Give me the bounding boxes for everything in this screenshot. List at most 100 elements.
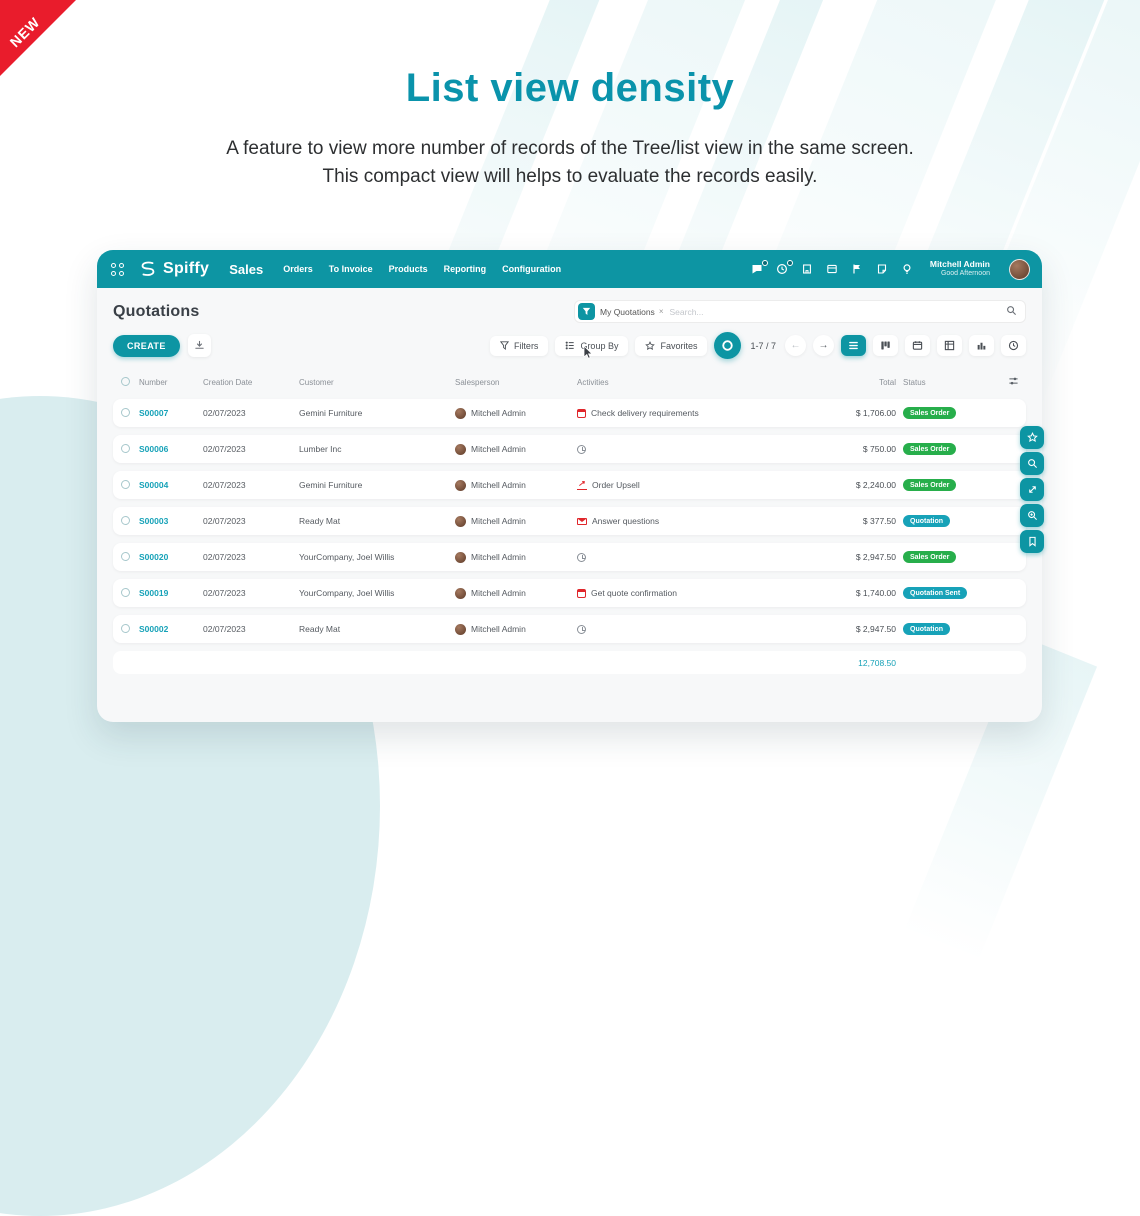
apps-grid-icon[interactable] — [111, 262, 124, 276]
kanban-view-button[interactable] — [873, 335, 898, 356]
graph-view-button[interactable] — [969, 335, 994, 356]
row-customer: YourCompany, Joel Willis — [299, 588, 395, 598]
row-salesperson: Mitchell Admin — [455, 551, 577, 563]
search-bar[interactable]: My Quotations × — [574, 300, 1026, 323]
col-activities[interactable]: Activities — [577, 377, 609, 387]
user-name: Mitchell Admin — [929, 259, 990, 270]
menu-products[interactable]: Products — [388, 264, 428, 274]
note-icon[interactable] — [876, 263, 889, 276]
facet-remove-icon[interactable]: × — [658, 307, 664, 316]
row-activity[interactable]: Check delivery requirements — [577, 408, 800, 418]
select-all-circle[interactable] — [121, 376, 130, 386]
row-salesperson: Mitchell Admin — [455, 443, 577, 455]
status-badge: Sales Order — [903, 551, 957, 564]
column-settings-icon[interactable] — [1002, 376, 1024, 388]
resize-side-button[interactable] — [1020, 478, 1044, 501]
activity-icon — [577, 479, 587, 490]
brand[interactable]: Spiffy — [138, 259, 209, 279]
salesperson-avatar — [455, 407, 466, 419]
row-number[interactable]: S00007 — [139, 408, 169, 418]
table-row[interactable]: S00002 02/07/2023 Ready Mat Mitchell Adm… — [113, 615, 1026, 643]
favorite-side-button[interactable] — [1020, 426, 1044, 449]
table-row[interactable]: S00003 02/07/2023 Ready Mat Mitchell Adm… — [113, 507, 1026, 535]
row-activity[interactable] — [577, 444, 800, 454]
row-number[interactable]: S00002 — [139, 624, 169, 634]
table-row[interactable]: S00006 02/07/2023 Lumber Inc Mitchell Ad… — [113, 435, 1026, 463]
search-icon — [1027, 459, 1037, 469]
search-input[interactable] — [669, 306, 1006, 317]
group-by-button[interactable]: Group By — [555, 335, 629, 356]
menu-orders[interactable]: Orders — [283, 264, 313, 274]
list-view-button[interactable] — [841, 335, 866, 356]
row-select-circle[interactable] — [121, 623, 130, 633]
table-row[interactable]: S00007 02/07/2023 Gemini Furniture Mitch… — [113, 399, 1026, 427]
col-salesperson[interactable]: Salesperson — [455, 377, 500, 387]
row-activity[interactable]: Get quote confirmation — [577, 588, 800, 598]
activity-clock-icon[interactable] — [776, 259, 793, 276]
salesperson-avatar — [455, 479, 466, 491]
col-total[interactable]: Total — [879, 377, 896, 387]
row-number[interactable]: S00004 — [139, 480, 169, 490]
create-button[interactable]: CREATE — [113, 334, 180, 357]
avatar[interactable] — [1009, 258, 1030, 280]
bulb-icon[interactable] — [901, 263, 914, 276]
chat-icon[interactable] — [751, 259, 768, 276]
row-number[interactable]: S00019 — [139, 588, 169, 598]
module-name[interactable]: Sales — [229, 261, 264, 277]
flag-icon[interactable] — [851, 263, 864, 276]
row-select-circle[interactable] — [121, 479, 130, 489]
col-creation-date[interactable]: Creation Date — [203, 377, 253, 387]
company-icon[interactable] — [801, 263, 814, 276]
pivot-view-button[interactable] — [937, 335, 962, 356]
user-menu[interactable]: Mitchell Admin Good Afternoon — [930, 259, 990, 278]
row-number[interactable]: S00003 — [139, 516, 169, 526]
row-activity[interactable]: Order Upsell — [577, 479, 800, 490]
bookmark-side-button[interactable] — [1020, 530, 1044, 553]
search-side-button[interactable] — [1020, 452, 1044, 475]
table-row[interactable]: S00020 02/07/2023 YourCompany, Joel Will… — [113, 543, 1026, 571]
next-page-button[interactable]: → — [813, 335, 834, 356]
row-activity[interactable] — [577, 552, 800, 562]
calendar-view-icon — [912, 341, 923, 350]
panel-icon[interactable] — [826, 263, 839, 276]
row-select-circle[interactable] — [121, 443, 130, 453]
col-customer[interactable]: Customer — [299, 377, 334, 387]
row-status: Quotation — [896, 515, 1002, 528]
menu-to-invoice[interactable]: To Invoice — [328, 264, 373, 274]
row-creation-date: 02/07/2023 — [203, 408, 246, 418]
row-select-circle[interactable] — [121, 551, 130, 561]
row-creation-date: 02/07/2023 — [203, 552, 246, 562]
row-activity[interactable]: Answer questions — [577, 516, 800, 526]
favorites-button[interactable]: Favorites — [635, 335, 708, 356]
nav-menus: Orders To Invoice Products Reporting Con… — [283, 264, 561, 274]
activity-view-button[interactable] — [1001, 335, 1026, 356]
bookmark-icon — [1028, 536, 1036, 547]
table-row[interactable]: S00004 02/07/2023 Gemini Furniture Mitch… — [113, 471, 1026, 499]
row-number[interactable]: S00020 — [139, 552, 169, 562]
graph-view-icon — [977, 342, 986, 350]
row-select-circle[interactable] — [121, 515, 130, 525]
col-status[interactable]: Status — [903, 377, 926, 387]
magnifier-icon[interactable] — [1006, 303, 1017, 321]
status-badge: Quotation Sent — [903, 587, 968, 600]
row-select-circle[interactable] — [121, 587, 130, 597]
menu-configuration[interactable]: Configuration — [502, 264, 562, 274]
content: Quotations My Quotations × CREATE — [97, 288, 1042, 674]
calendar-view-button[interactable] — [905, 335, 930, 356]
row-select-circle[interactable] — [121, 407, 130, 417]
row-number[interactable]: S00006 — [139, 444, 169, 454]
activity-icon — [577, 588, 586, 598]
density-toggle-button[interactable] — [714, 332, 742, 359]
row-activity[interactable] — [577, 624, 800, 634]
kanban-view-icon — [881, 341, 890, 350]
export-button[interactable] — [187, 334, 211, 357]
filters-button[interactable]: Filters — [489, 335, 549, 356]
col-number[interactable]: Number — [139, 377, 168, 387]
prev-page-button[interactable]: ← — [785, 335, 806, 356]
menu-reporting[interactable]: Reporting — [443, 264, 487, 274]
salesperson-avatar — [455, 515, 466, 527]
table-row[interactable]: S00019 02/07/2023 YourCompany, Joel Will… — [113, 579, 1026, 607]
row-status: Sales Order — [896, 443, 1002, 456]
zoom-side-button[interactable] — [1020, 504, 1044, 527]
row-status: Quotation Sent — [896, 587, 1002, 600]
